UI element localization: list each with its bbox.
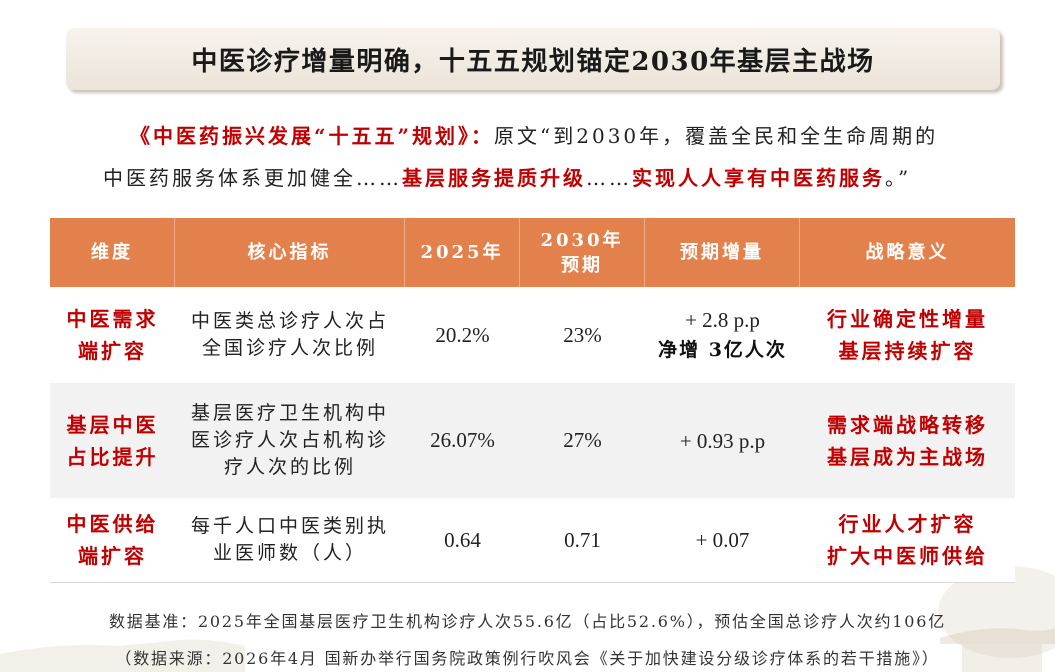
quote-text: 原文“到2030年，覆盖全民和全生命周期的	[494, 124, 939, 148]
increment-line: + 0.93 p.p	[679, 428, 766, 453]
value-2030-cell: 0.71	[564, 527, 601, 552]
value-2025-cell: 0.64	[444, 527, 481, 552]
significance-line: 需求端战略转移	[827, 412, 988, 437]
value-2030-cell: 27%	[563, 428, 602, 452]
quote-line-2: 中医药服务体系更加健全……基层服务提质升级……实现人人享有中医药服务。”	[103, 163, 911, 193]
quote-text: 中医药服务体系更加健全……	[103, 166, 402, 190]
header-label: 预期增量	[680, 242, 764, 263]
pagoda-roof-silhouette	[940, 628, 1055, 644]
significance-line: 基层成为主战场	[827, 444, 988, 469]
quote-highlight: 实现人人享有中医药服务	[632, 166, 885, 190]
header-label: 2025年	[420, 242, 504, 263]
increment-cell: + 0.07	[645, 498, 800, 582]
header-2025: 2025年	[405, 218, 520, 287]
indicator-line: 每千人口中医类别执	[190, 515, 389, 537]
quote-text: ……	[586, 166, 632, 190]
indicator-line: 基层医疗卫生机构中	[190, 402, 389, 424]
increment-cell: + 2.8 p.p 净增 3亿人次	[645, 287, 800, 383]
significance-line: 基层持续扩容	[838, 339, 977, 363]
indicator-line: 疗人次的比例	[223, 456, 356, 478]
indicator-line: 业医师数（人）	[212, 542, 367, 564]
background-architecture-decoration	[0, 540, 1055, 672]
header-label: 2030年	[540, 229, 624, 251]
indicator-cell: 每千人口中医类别执 业医师数（人）	[175, 498, 405, 582]
header-dimension: 维度	[50, 218, 175, 287]
data-basis-note: 数据基准：2025年全国基层医疗卫生机构诊疗人次55.6亿（占比52.6%），预…	[108, 612, 947, 631]
decoration-svg	[0, 566, 1055, 672]
indicator-line: 医诊疗人次占机构诊	[190, 429, 389, 451]
table-row: 中医需求 端扩容 中医类总诊疗人次占 全国诊疗人次比例 20.2% 23% + …	[50, 287, 1015, 383]
dimension-line: 端扩容	[78, 339, 147, 363]
header-label: 核心指标	[247, 242, 332, 263]
dimension-line: 基层中医	[66, 412, 159, 437]
significance-line: 扩大中医师供给	[827, 544, 988, 568]
quote-highlight: 基层服务提质升级	[402, 166, 586, 190]
significance-line: 行业确定性增量	[827, 307, 988, 331]
significance-cell: 行业人才扩容 扩大中医师供给	[800, 498, 1015, 582]
increment-line: + 0.07	[695, 528, 750, 552]
indicator-line: 全国诊疗人次比例	[201, 337, 378, 359]
value-2030-cell: 23%	[563, 322, 602, 347]
header-indicator: 核心指标	[175, 218, 405, 287]
value-2025-cell: 20.2%	[435, 322, 490, 347]
increment-line: 净增 3亿人次	[658, 339, 787, 361]
indicator-table: 维度 核心指标 2025年 2030年 预期 预期增量 战略意义 中医需求 端扩…	[50, 218, 1015, 583]
table-header-row: 维度 核心指标 2025年 2030年 预期 预期增量 战略意义	[50, 218, 1015, 287]
quote-source: 《中医药振兴发展“十五五”规划》：	[130, 124, 495, 148]
data-source-note: （数据来源：2026年4月 国新办举行国务院政策例行吹风会《关于加快建设分级诊疗…	[115, 649, 940, 668]
indicator-cell: 基层医疗卫生机构中 医诊疗人次占机构诊 疗人次的比例	[175, 383, 405, 498]
table-row: 中医供给 端扩容 每千人口中医类别执 业医师数（人） 0.64 0.71 + 0…	[50, 498, 1015, 583]
increment-cell: + 0.93 p.p	[645, 383, 800, 498]
header-label: 维度	[91, 242, 133, 263]
title-banner: 中医诊疗增量明确，十五五规划锚定2030年基层主战场	[66, 28, 1000, 90]
dimension-cell: 中医供给 端扩容	[50, 498, 175, 582]
pagoda-body-silhouette	[962, 644, 1042, 672]
tree-silhouette	[938, 566, 1055, 658]
header-significance: 战略意义	[800, 218, 1015, 287]
significance-cell: 行业确定性增量 基层持续扩容	[800, 287, 1015, 383]
significance-line: 行业人才扩容	[838, 512, 977, 536]
header-label: 预期	[561, 254, 603, 276]
indicator-line: 中医类总诊疗人次占	[190, 310, 389, 332]
dimension-line: 端扩容	[78, 544, 147, 568]
value-2025-cell: 26.07%	[430, 428, 495, 452]
significance-cell: 需求端战略转移 基层成为主战场	[800, 383, 1015, 498]
roof-silhouette	[0, 639, 245, 672]
dimension-line: 中医供给	[66, 512, 159, 536]
dimension-line: 占比提升	[66, 444, 159, 469]
slide-title: 中医诊疗增量明确，十五五规划锚定2030年基层主战场	[191, 46, 875, 77]
header-label: 战略意义	[865, 242, 950, 263]
table-row: 基层中医 占比提升 基层医疗卫生机构中 医诊疗人次占机构诊 疗人次的比例 26.…	[50, 383, 1015, 498]
increment-line: + 2.8 p.p	[685, 308, 760, 332]
indicator-cell: 中医类总诊疗人次占 全国诊疗人次比例	[175, 287, 405, 383]
dimension-cell: 基层中医 占比提升	[50, 383, 175, 498]
quote-line-1: 《中医药振兴发展“十五五”规划》：原文“到2030年，覆盖全民和全生命周期的	[130, 121, 938, 151]
dimension-line: 中医需求	[66, 307, 159, 331]
header-2030-target: 2030年 预期	[520, 218, 645, 287]
quote-text: 。”	[885, 166, 912, 190]
header-increment: 预期增量	[645, 218, 800, 287]
dimension-cell: 中医需求 端扩容	[50, 287, 175, 383]
